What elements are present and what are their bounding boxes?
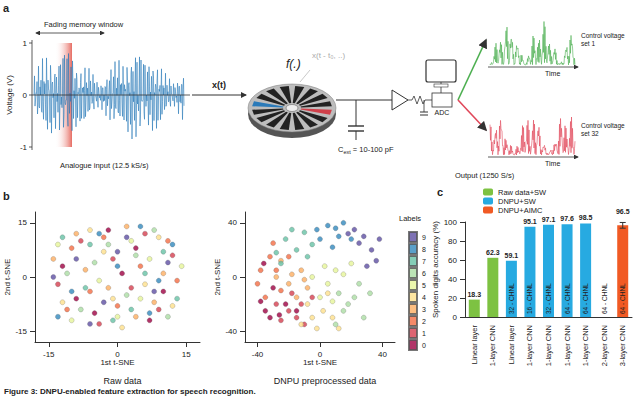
svg-text:Analogue input (12.5 kS/s): Analogue input (12.5 kS/s): [60, 161, 149, 170]
svg-text:20: 20: [448, 294, 457, 303]
svg-text:1-layer CNN: 1-layer CNN: [525, 325, 534, 366]
svg-text:Time: Time: [545, 160, 560, 167]
svg-text:97.1: 97.1: [542, 216, 556, 223]
svg-text:64 - CHNL: 64 - CHNL: [601, 283, 608, 314]
svg-text:Fading memory window: Fading memory window: [44, 20, 124, 29]
svg-text:40: 40: [228, 218, 237, 227]
svg-text:set 32: set 32: [581, 130, 599, 137]
html-text:Figure 3: DNPU-enabled feature: Figure 3: DNPU-enabled feature extractio…: [4, 387, 256, 396]
svg-text:Raw data: Raw data: [103, 376, 141, 386]
svg-text:1-layer CNN: 1-layer CNN: [488, 325, 497, 366]
svg-text:DNPU+SW: DNPU+SW: [498, 197, 537, 206]
svg-text:Output (1250 S/s): Output (1250 S/s): [455, 171, 515, 180]
svg-text:0: 0: [422, 342, 426, 349]
svg-text:-1: -1: [20, 143, 28, 152]
svg-text:97.6: 97.6: [560, 215, 574, 222]
svg-text:DNPU+AIMC: DNPU+AIMC: [498, 206, 543, 215]
svg-text:-40: -40: [252, 350, 264, 359]
svg-text:15: 15: [18, 218, 27, 227]
svg-text:64 - CHNL: 64 - CHNL: [582, 283, 589, 314]
svg-text:2nd t-SNE: 2nd t-SNE: [213, 259, 222, 296]
svg-text:Voltage (V): Voltage (V): [5, 75, 14, 115]
svg-text:0: 0: [23, 91, 28, 100]
svg-text:64 - CHNL: 64 - CHNL: [619, 283, 626, 314]
svg-text:Time: Time: [545, 70, 560, 77]
svg-text:f(.): f(.): [286, 57, 301, 71]
svg-text:80: 80: [448, 237, 457, 246]
svg-text:0: 0: [233, 273, 238, 282]
svg-text:0: 0: [115, 350, 120, 359]
svg-text:2: 2: [422, 318, 426, 325]
svg-text:8: 8: [422, 246, 426, 253]
svg-text:5: 5: [422, 282, 426, 289]
svg-text:60: 60: [448, 256, 457, 265]
svg-text:6: 6: [422, 270, 426, 277]
svg-text:-40: -40: [225, 327, 237, 336]
svg-text:DNPU preprocessed data: DNPU preprocessed data: [274, 376, 377, 386]
svg-text:62.3: 62.3: [486, 249, 500, 256]
svg-text:b: b: [3, 190, 10, 202]
svg-text:1st t-SNE: 1st t-SNE: [303, 358, 337, 367]
svg-text:Cext = 10-100 pF: Cext = 10-100 pF: [338, 145, 394, 155]
svg-text:0: 0: [453, 313, 458, 322]
svg-text:x(t): x(t): [212, 80, 226, 90]
svg-text:3-layer CNN: 3-layer CNN: [618, 325, 627, 366]
svg-text:set 1: set 1: [581, 40, 595, 47]
svg-text:Linear layer: Linear layer: [507, 325, 516, 365]
svg-text:15: 15: [182, 350, 191, 359]
svg-text:96.5: 96.5: [616, 208, 630, 215]
svg-text:Control voltage: Control voltage: [581, 32, 625, 40]
svg-text:98.5: 98.5: [579, 214, 593, 221]
svg-text:0: 0: [23, 273, 28, 282]
svg-text:95.1: 95.1: [523, 218, 537, 225]
svg-text:9: 9: [422, 234, 426, 241]
svg-text:2nd t-SNE: 2nd t-SNE: [3, 259, 12, 296]
svg-text:-15: -15: [43, 350, 55, 359]
svg-text:Control voltage: Control voltage: [581, 122, 625, 130]
svg-text:100: 100: [444, 218, 458, 227]
svg-text:18.3: 18.3: [467, 291, 481, 298]
svg-text:ADC: ADC: [435, 109, 450, 116]
svg-text:1: 1: [422, 330, 426, 337]
svg-text:1-layer CNN: 1-layer CNN: [563, 325, 572, 366]
svg-text:1-layer CNN: 1-layer CNN: [581, 325, 590, 366]
svg-text:Raw data+SW: Raw data+SW: [498, 188, 547, 197]
svg-text:16 - CHNL: 16 - CHNL: [526, 283, 533, 314]
svg-text:64 - CHNL: 64 - CHNL: [564, 283, 571, 314]
svg-text:32 - CHNL: 32 - CHNL: [545, 283, 552, 314]
svg-text:40: 40: [378, 350, 387, 359]
svg-text:4: 4: [422, 294, 426, 301]
svg-text:1: 1: [23, 39, 28, 48]
svg-text:Spoken digits accuracy (%): Spoken digits accuracy (%): [431, 221, 440, 318]
svg-text:2-layer CNN: 2-layer CNN: [600, 325, 609, 366]
svg-text:32 - CHNL: 32 - CHNL: [508, 283, 515, 314]
svg-text:x(t - t₀, ..): x(t - t₀, ..): [312, 51, 345, 60]
svg-text:3: 3: [422, 306, 426, 313]
svg-text:1-layer CNN: 1-layer CNN: [544, 325, 553, 366]
svg-text:Linear layer: Linear layer: [470, 325, 479, 365]
svg-text:40: 40: [448, 275, 457, 284]
svg-text:Labels: Labels: [399, 214, 421, 223]
svg-text:59.1: 59.1: [505, 252, 519, 259]
svg-text:c: c: [437, 186, 443, 198]
svg-text:7: 7: [422, 258, 426, 265]
svg-text:a: a: [3, 2, 10, 14]
svg-text:-15: -15: [15, 327, 27, 336]
svg-text:0: 0: [318, 350, 323, 359]
svg-text:1st t-SNE: 1st t-SNE: [100, 358, 134, 367]
